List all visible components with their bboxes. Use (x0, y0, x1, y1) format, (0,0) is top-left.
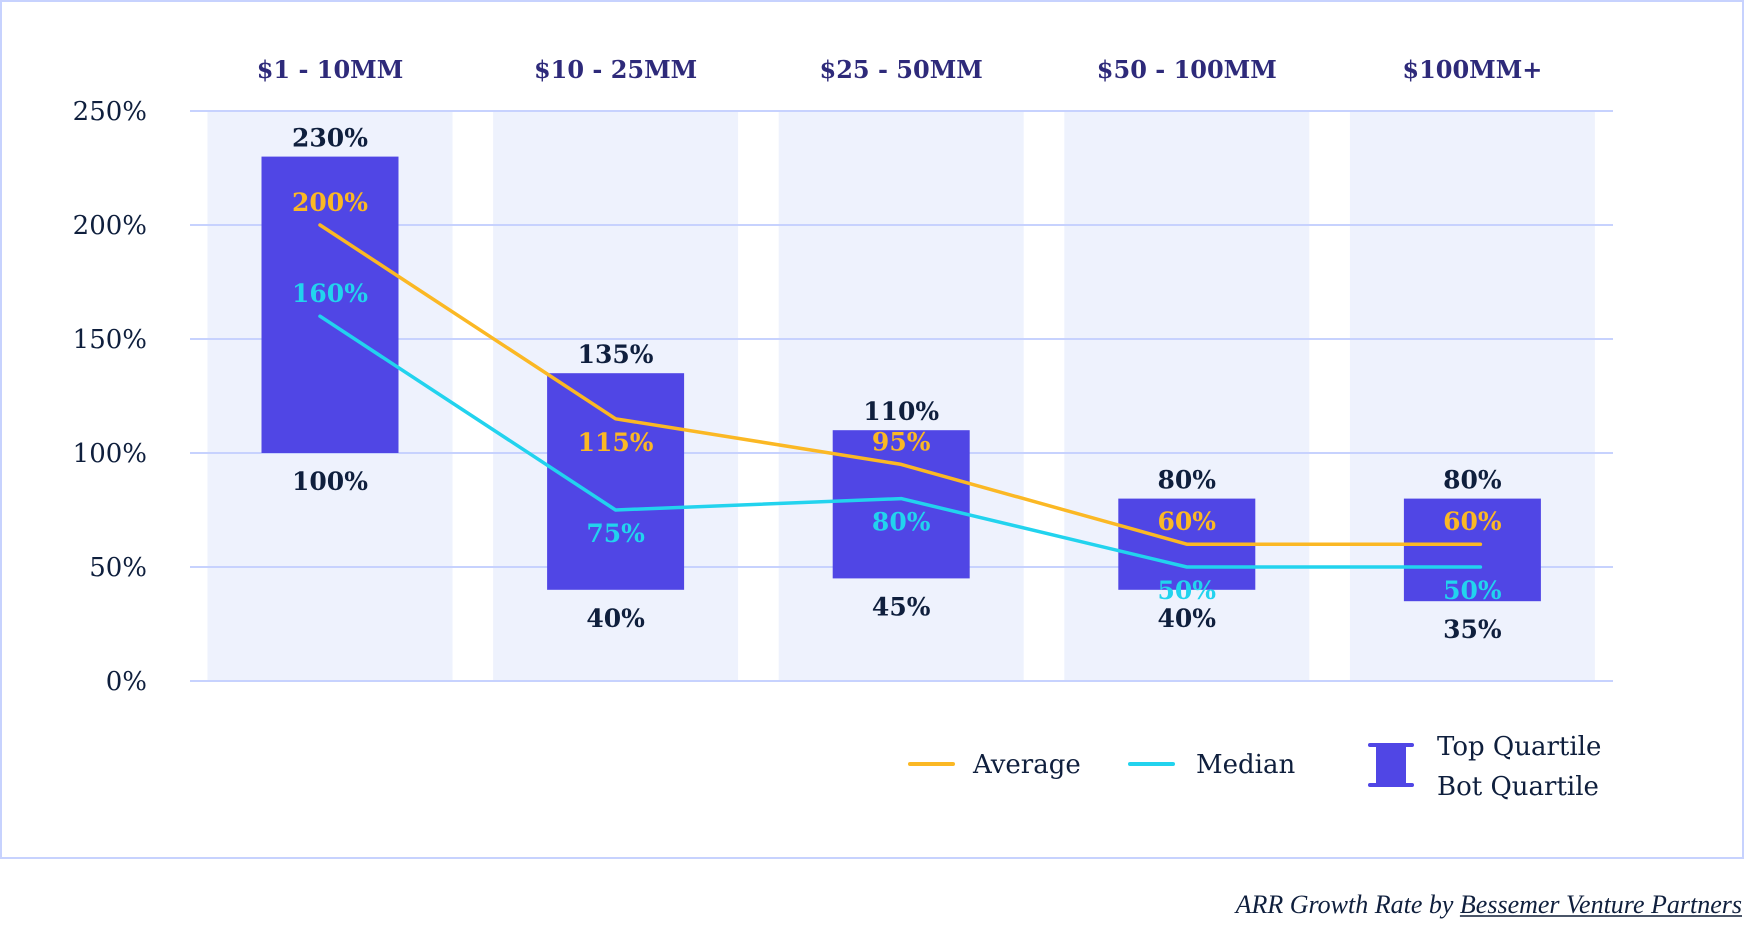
quartile-bar (1403, 498, 1541, 602)
bot-quartile-label: 40% (586, 604, 645, 633)
category-label: $100MM+ (1402, 55, 1542, 84)
category-label: $50 - 100MM (1097, 55, 1277, 84)
y-tick-label: 50% (89, 553, 147, 583)
median-label: 50% (1158, 576, 1217, 605)
average-label: 95% (872, 427, 931, 456)
category-label: $1 - 10MM (257, 55, 404, 84)
median-label: 75% (586, 519, 645, 548)
median-label: 50% (1443, 576, 1502, 605)
legend-quartile-swatch (1376, 745, 1406, 785)
legend-average-label: Average (972, 750, 1081, 780)
top-quartile-label: 135% (578, 340, 654, 369)
average-label: 115% (578, 428, 654, 457)
legend-bot-quartile-label: Bot Quartile (1437, 772, 1599, 802)
caption: ARR Growth Rate by Bessemer Venture Part… (1236, 890, 1742, 920)
median-line (318, 314, 1483, 569)
average-label: 200% (292, 188, 368, 217)
legend-top-quartile-label: Top Quartile (1437, 732, 1601, 762)
legend-median-label: Median (1196, 750, 1295, 780)
average-line (318, 223, 1483, 546)
quartile-bar (261, 156, 399, 453)
bot-quartile-label: 100% (292, 467, 368, 496)
y-tick-label: 200% (73, 211, 147, 241)
y-tick-label: 100% (73, 439, 147, 469)
top-quartile-label: 230% (292, 124, 368, 153)
y-tick-label: 250% (73, 97, 147, 127)
bot-quartile-label: 45% (872, 592, 931, 621)
average-label: 60% (1443, 507, 1502, 536)
quartile-bar (547, 373, 685, 590)
median-label: 160% (292, 279, 368, 308)
bot-quartile-label: 35% (1443, 615, 1502, 644)
median-label: 80% (872, 508, 931, 537)
category-band (778, 111, 1024, 681)
chart-frame (0, 0, 1744, 859)
category-label: $10 - 25MM (534, 55, 697, 84)
quartile-bar (832, 430, 970, 579)
bessemer-link[interactable]: Bessemer Venture Partners (1459, 890, 1742, 919)
caption-text: ARR Growth Rate by (1235, 890, 1460, 919)
top-quartile-label: 80% (1443, 466, 1502, 495)
top-quartile-label: 110% (863, 397, 939, 426)
category-label: $25 - 50MM (820, 55, 983, 84)
bot-quartile-label: 40% (1158, 604, 1217, 633)
y-tick-label: 150% (73, 325, 147, 355)
average-label: 60% (1158, 507, 1217, 536)
top-quartile-label: 80% (1158, 466, 1217, 495)
y-tick-label: 0% (106, 667, 147, 697)
